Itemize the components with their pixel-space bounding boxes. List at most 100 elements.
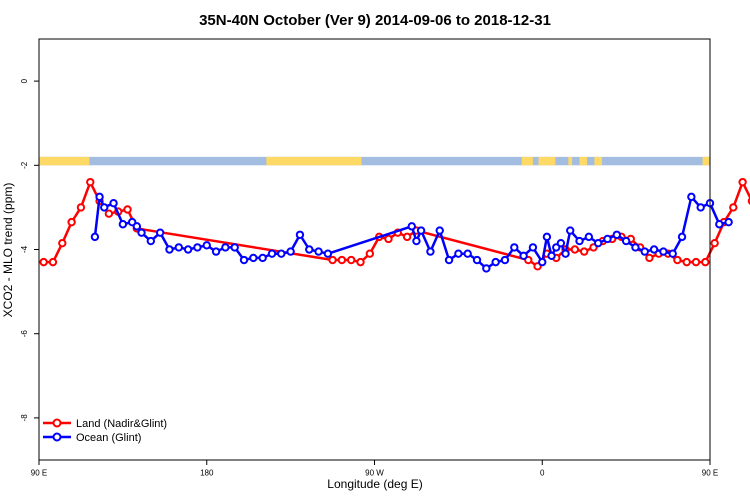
data-point <box>561 249 570 258</box>
data-point <box>691 257 701 267</box>
y-tick-label: 0 <box>20 78 29 83</box>
data-point <box>347 255 356 265</box>
land-segment <box>594 156 602 166</box>
data-point <box>155 228 165 237</box>
data-point <box>528 243 538 252</box>
data-point <box>687 192 696 202</box>
y-tick-label: -4 <box>20 245 29 253</box>
legend-marker <box>52 432 62 442</box>
data-point <box>407 222 416 231</box>
data-point <box>444 255 454 265</box>
chart-title: 35N-40N October (Ver 9) 2014-09-06 to 20… <box>199 12 551 29</box>
land-ocean-strip <box>39 156 710 166</box>
data-point <box>621 236 631 246</box>
data-point <box>165 245 174 254</box>
legend-marker <box>52 418 62 428</box>
data-point <box>230 243 239 252</box>
data-point <box>118 220 128 229</box>
data-point <box>286 247 295 256</box>
data-point <box>500 255 510 265</box>
data-point <box>682 257 691 267</box>
data-point <box>267 249 277 258</box>
data-point <box>412 236 421 246</box>
data-point <box>328 255 337 265</box>
land-segment <box>579 156 587 166</box>
series-layer <box>39 177 750 273</box>
data-point <box>221 243 230 252</box>
data-point <box>277 249 286 258</box>
data-point <box>724 217 733 227</box>
data-point <box>519 251 528 261</box>
legend-label: Land (Nadir&Glint) <box>76 418 167 430</box>
data-point <box>67 217 76 227</box>
data-point <box>579 247 589 256</box>
data-point <box>547 251 556 261</box>
data-point <box>146 236 156 246</box>
data-point <box>677 232 687 242</box>
data-point <box>356 257 365 267</box>
data-point <box>612 230 622 239</box>
data-point <box>76 203 86 212</box>
x-tick-label: 90 W <box>365 469 384 478</box>
land-segment <box>538 156 556 166</box>
y-tick-label: -6 <box>20 330 29 338</box>
land-segment <box>521 156 533 166</box>
legend-entry: Ocean (Glint) <box>43 432 141 444</box>
series-land <box>39 177 750 271</box>
data-point <box>701 257 710 267</box>
data-point <box>640 247 649 256</box>
data-point <box>435 226 444 235</box>
data-point <box>109 198 118 208</box>
data-point <box>95 192 104 202</box>
data-point <box>426 247 435 256</box>
data-point <box>202 241 211 250</box>
data-point <box>649 245 659 254</box>
land-segment <box>702 156 710 166</box>
data-point <box>729 203 738 212</box>
data-point <box>39 257 48 267</box>
axes: 90 E 180 90 W 0 90 E 0 -2 -4 -6 -8 <box>20 78 718 477</box>
data-point <box>673 255 682 265</box>
legend-entry: Land (Nadir&Glint) <box>43 418 167 430</box>
data-point <box>584 232 594 242</box>
data-point <box>454 249 463 258</box>
legend-label: Ocean (Glint) <box>76 432 141 444</box>
data-point <box>603 234 612 244</box>
data-point <box>570 245 580 254</box>
data-point <box>132 222 142 231</box>
data-point <box>566 226 575 235</box>
data-point <box>86 177 95 187</box>
data-point <box>710 238 719 248</box>
data-point <box>593 238 603 248</box>
y-tick-label: -8 <box>20 414 29 422</box>
data-point <box>211 247 221 256</box>
data-point <box>123 205 132 214</box>
data-point <box>295 230 305 239</box>
data-point <box>104 209 114 218</box>
data-point <box>58 238 67 248</box>
series-ocean <box>90 192 733 273</box>
data-point <box>305 245 314 254</box>
data-point <box>365 249 375 258</box>
data-point <box>645 253 654 263</box>
data-point <box>538 257 547 267</box>
data-point <box>193 243 202 252</box>
x-tick-label: 180 <box>200 469 214 478</box>
land-segment <box>568 156 573 166</box>
data-point <box>631 243 640 252</box>
data-point <box>463 249 472 258</box>
x-tick-label: 0 <box>540 469 545 478</box>
plot-frame <box>38 38 711 461</box>
data-point <box>137 228 146 237</box>
y-tick-label: -2 <box>20 161 29 169</box>
data-point <box>323 249 333 258</box>
data-point <box>696 203 705 212</box>
data-point <box>48 257 58 267</box>
data-point <box>715 220 724 229</box>
x-axis-label: Longitude (deg E) <box>327 477 422 491</box>
land-segment <box>39 156 90 166</box>
data-point <box>174 243 183 252</box>
data-point <box>491 257 500 267</box>
y-axis-label: XCO2 - MLO trend (ppm) <box>1 183 15 318</box>
